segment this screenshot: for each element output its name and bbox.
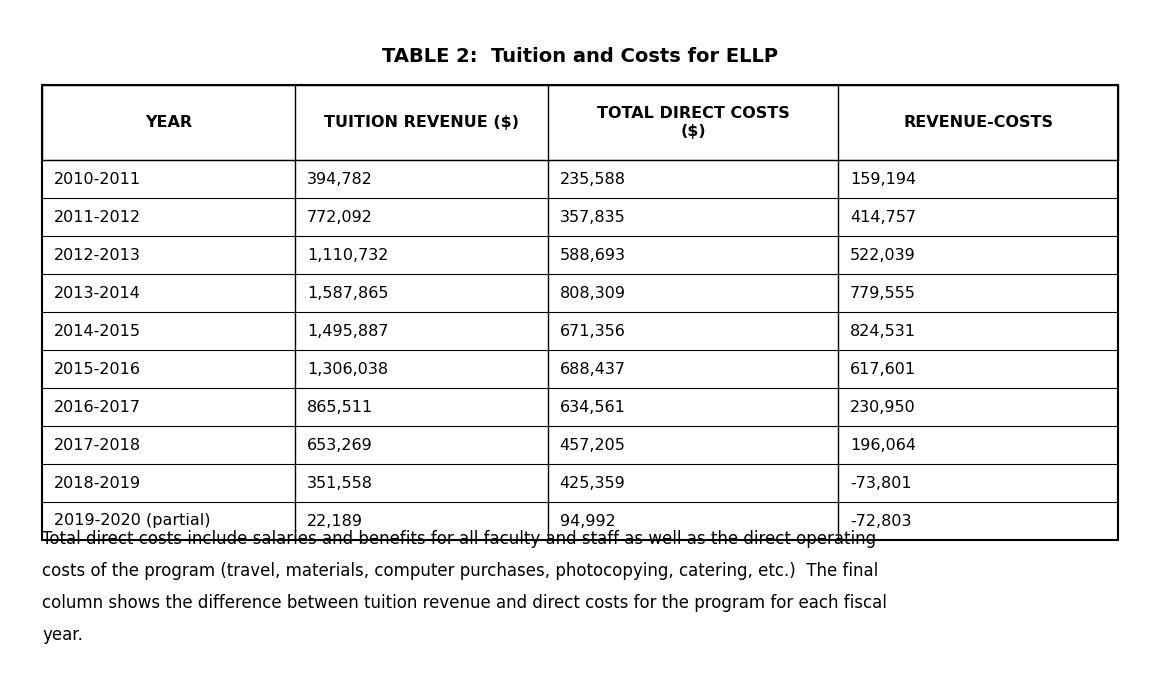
Text: 1,495,887: 1,495,887 bbox=[307, 323, 389, 338]
Text: YEAR: YEAR bbox=[145, 115, 193, 130]
Text: 2015-2016: 2015-2016 bbox=[55, 361, 142, 376]
Text: Total direct costs include salaries and benefits for all faculty and staff as we: Total direct costs include salaries and … bbox=[42, 530, 876, 548]
Text: 779,555: 779,555 bbox=[850, 286, 916, 300]
Text: year.: year. bbox=[42, 626, 82, 644]
Text: 235,588: 235,588 bbox=[560, 172, 625, 187]
Text: 2019-2020 (partial): 2019-2020 (partial) bbox=[55, 513, 210, 529]
Text: 2016-2017: 2016-2017 bbox=[55, 399, 142, 415]
Text: column shows the difference between tuition revenue and direct costs for the pro: column shows the difference between tuit… bbox=[42, 594, 887, 612]
Text: 808,309: 808,309 bbox=[560, 286, 625, 300]
Text: 196,064: 196,064 bbox=[850, 437, 916, 453]
Text: 159,194: 159,194 bbox=[850, 172, 916, 187]
Text: 1,587,865: 1,587,865 bbox=[307, 286, 389, 300]
Text: 230,950: 230,950 bbox=[850, 399, 916, 415]
Text: 772,092: 772,092 bbox=[307, 210, 372, 224]
Text: 653,269: 653,269 bbox=[307, 437, 372, 453]
Text: 588,693: 588,693 bbox=[560, 248, 625, 262]
Text: 1,110,732: 1,110,732 bbox=[307, 248, 389, 262]
Text: 394,782: 394,782 bbox=[307, 172, 372, 187]
Text: -73,801: -73,801 bbox=[850, 475, 912, 491]
Text: TUITION REVENUE ($): TUITION REVENUE ($) bbox=[324, 115, 519, 130]
Text: 414,757: 414,757 bbox=[850, 210, 916, 224]
Text: REVENUE-COSTS: REVENUE-COSTS bbox=[904, 115, 1053, 130]
Text: costs of the program (travel, materials, computer purchases, photocopying, cater: costs of the program (travel, materials,… bbox=[42, 562, 878, 580]
Text: 22,189: 22,189 bbox=[307, 513, 363, 529]
Text: 2018-2019: 2018-2019 bbox=[55, 475, 142, 491]
Text: TABLE 2:  Tuition and Costs for ELLP: TABLE 2: Tuition and Costs for ELLP bbox=[382, 48, 778, 66]
Text: 617,601: 617,601 bbox=[850, 361, 916, 376]
Text: 2012-2013: 2012-2013 bbox=[55, 248, 140, 262]
Text: 351,558: 351,558 bbox=[307, 475, 372, 491]
Text: 688,437: 688,437 bbox=[560, 361, 625, 376]
Text: 94,992: 94,992 bbox=[560, 513, 616, 529]
Text: 2011-2012: 2011-2012 bbox=[55, 210, 142, 224]
Text: 1,306,038: 1,306,038 bbox=[307, 361, 387, 376]
Text: 457,205: 457,205 bbox=[560, 437, 625, 453]
Bar bbox=[42, 85, 1118, 160]
Text: -72,803: -72,803 bbox=[850, 513, 912, 529]
Text: TOTAL DIRECT COSTS
($): TOTAL DIRECT COSTS ($) bbox=[596, 107, 789, 138]
Text: 425,359: 425,359 bbox=[560, 475, 625, 491]
Text: 357,835: 357,835 bbox=[560, 210, 625, 224]
Text: 522,039: 522,039 bbox=[850, 248, 916, 262]
Text: 2010-2011: 2010-2011 bbox=[55, 172, 142, 187]
Bar bbox=[42, 85, 1118, 540]
Text: 2013-2014: 2013-2014 bbox=[55, 286, 140, 300]
Text: 634,561: 634,561 bbox=[560, 399, 625, 415]
Text: 865,511: 865,511 bbox=[307, 399, 374, 415]
Text: 824,531: 824,531 bbox=[850, 323, 916, 338]
Text: 671,356: 671,356 bbox=[560, 323, 625, 338]
Text: 2017-2018: 2017-2018 bbox=[55, 437, 142, 453]
Text: 2014-2015: 2014-2015 bbox=[55, 323, 142, 338]
